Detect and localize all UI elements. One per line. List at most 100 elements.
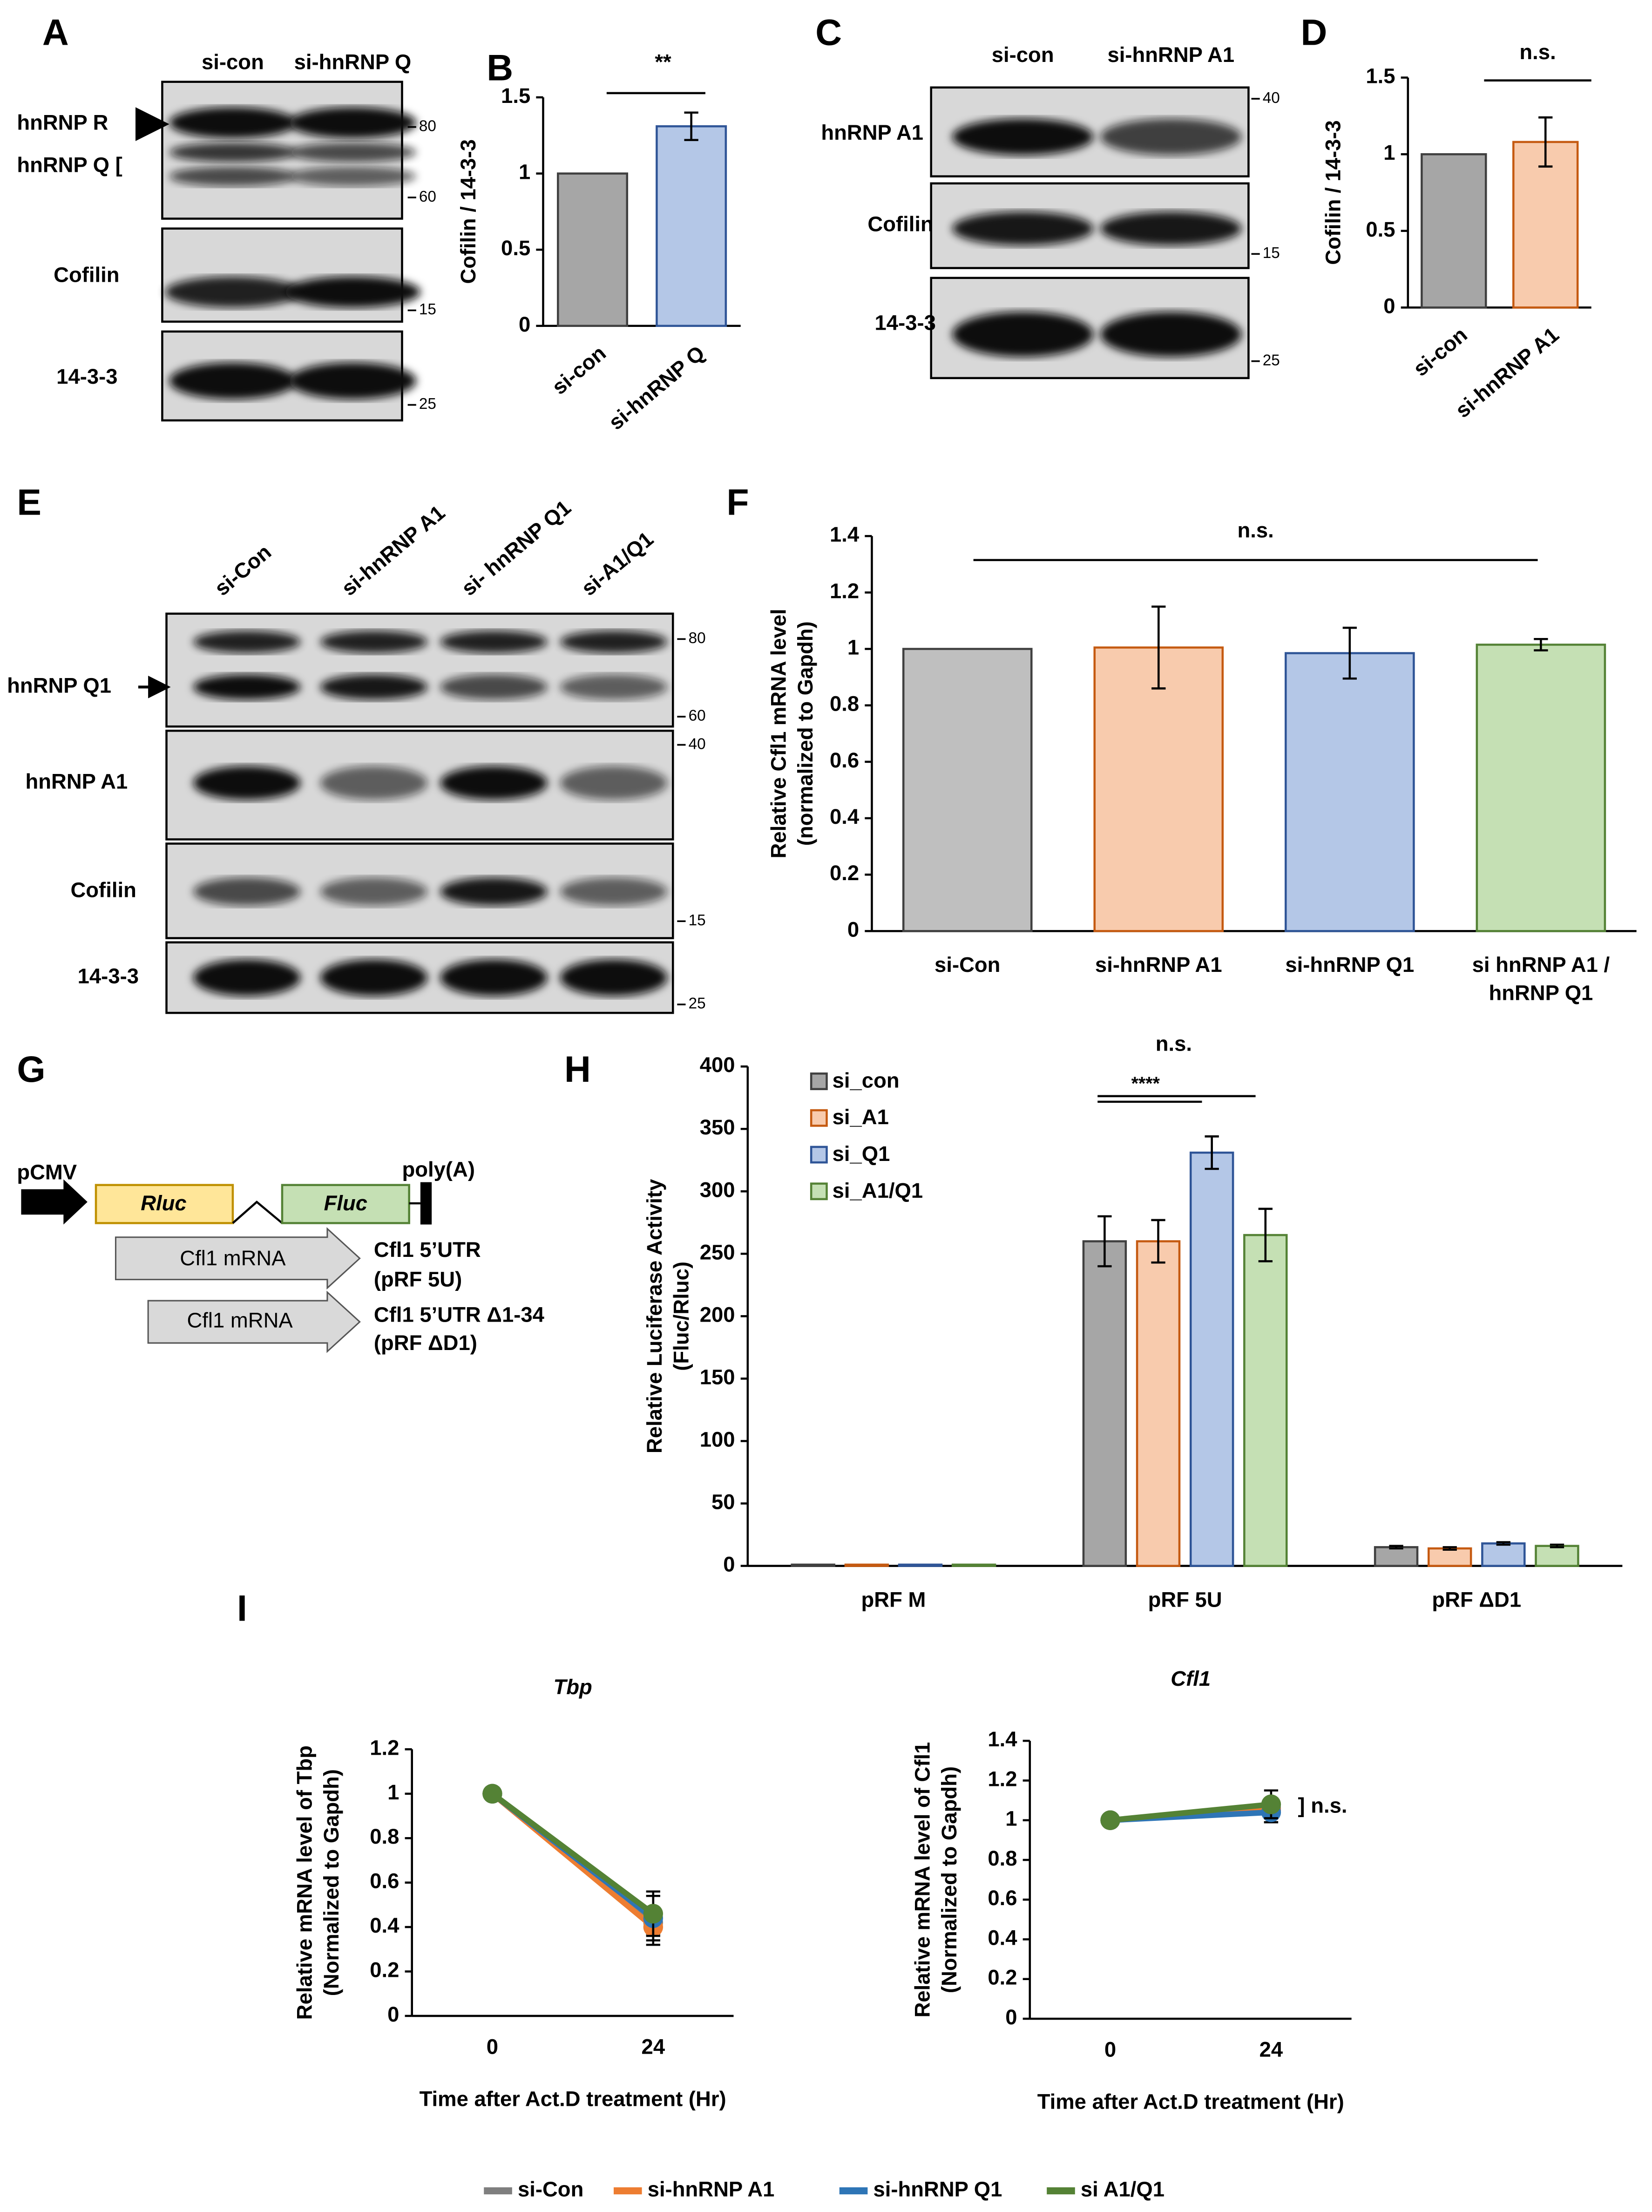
rluc: Rluc (141, 1191, 186, 1215)
y-tick-label: 1.2 (988, 1767, 1017, 1791)
bar (656, 125, 727, 327)
y-axis-label: Relative Luciferase Activity (643, 1179, 666, 1453)
legend-swatch (810, 1072, 828, 1090)
x-tick-label: pRF 5U (1148, 1588, 1222, 1611)
annotation: **** (1131, 1073, 1160, 1094)
error-bar (1534, 638, 1548, 651)
blot-band (169, 142, 297, 163)
blot-band (193, 766, 301, 800)
legend-label: si_A1/Q1 (833, 1179, 923, 1202)
legend-label: si-Con (518, 2178, 583, 2201)
y-tick-label: 0 (1383, 294, 1395, 318)
x-tick-label: si hnRNP A1 /hnRNP Q1 (1472, 953, 1610, 1005)
annotation: ] n.s. (1298, 1794, 1347, 1818)
x-tick-label: pRF ΔD1 (1432, 1588, 1521, 1611)
y-axis-label: Relative mRNA level of Cfl1 (911, 1742, 934, 2018)
error-bar (1550, 1543, 1564, 1548)
y-tick-label: 1 (387, 1780, 399, 1804)
marker-label: 15 (1263, 244, 1280, 262)
y-tick-label: 1 (1383, 141, 1395, 164)
y-tick-label: 0.2 (988, 1966, 1017, 1989)
blot-band (560, 959, 668, 996)
blot-band (440, 766, 548, 800)
mrna-arrow (115, 1227, 361, 1290)
panel-label: H (564, 1049, 591, 1090)
bar (1476, 644, 1606, 932)
panel-label: I (237, 1588, 247, 1628)
y-tick-label: 250 (700, 1240, 735, 1264)
bar (1136, 1240, 1181, 1567)
blot-band (952, 312, 1094, 357)
blot-band (1100, 211, 1242, 246)
y-tick-label: 1 (847, 635, 859, 659)
construct-label: Cfl1 5’UTR (374, 1238, 481, 1262)
construct-label: (pRF ΔD1) (374, 1331, 477, 1355)
blot-band (320, 631, 428, 653)
legend-swatch (810, 1182, 828, 1201)
blot-band (169, 107, 297, 138)
y-axis-label: (Normalized to Gapdh) (937, 1766, 961, 1993)
promoter: pCMV (17, 1160, 77, 1184)
x-tick-label: 0 (1104, 2038, 1116, 2062)
y-tick-label: 1.2 (830, 579, 859, 603)
y-axis-label: (Normalized to Gapdh) (319, 1769, 343, 1996)
y-tick-label: 0.4 (370, 1913, 399, 1937)
y-tick-label: 1.4 (830, 522, 860, 546)
marker-label: 60 (419, 188, 436, 205)
row-label: 14-3-3 (78, 964, 139, 988)
row-label: hnRNP Q1 (7, 673, 111, 697)
x-tick-label: si-con (1408, 323, 1471, 381)
bar (1535, 1545, 1579, 1567)
y-tick-label: 0 (519, 312, 530, 336)
error-bar (1389, 1545, 1403, 1550)
error-bar (1538, 116, 1553, 168)
error-bar (1496, 1541, 1511, 1546)
legend-label: si_con (833, 1069, 900, 1092)
y-tick-label: 0.2 (370, 1958, 399, 1982)
y-tick-label: 1.5 (501, 84, 530, 108)
panel-label: D (1301, 12, 1327, 53)
rluc-box (95, 1184, 234, 1224)
bar (1189, 1151, 1234, 1567)
row-label: 14-3-3 (875, 311, 936, 335)
point (1100, 1810, 1120, 1830)
y-tick-label: 0.6 (370, 1869, 399, 1893)
annotation: n.s. (1156, 1032, 1192, 1056)
point (482, 1784, 502, 1804)
row-label: 14-3-3 (56, 365, 117, 388)
lane-label: si- hnRNP Q1 (457, 495, 575, 600)
error-bar (1151, 1219, 1165, 1264)
blot-band (193, 674, 301, 700)
blot-band (285, 276, 420, 308)
fluc: Fluc (324, 1191, 367, 1215)
bar (1093, 646, 1224, 932)
line (1110, 1801, 1272, 1823)
panel-label: B (487, 47, 513, 88)
blot-band (320, 877, 428, 906)
y-tick-label: 0.5 (501, 236, 530, 260)
marker-label: 60 (689, 707, 706, 725)
y-tick-label: 1 (1005, 1807, 1017, 1831)
y-tick-label: 0.6 (988, 1886, 1017, 1910)
y-axis-label: (normalized to Gapdh) (793, 621, 817, 846)
panel-label: A (42, 12, 69, 53)
blot-band (289, 142, 416, 163)
bar (557, 172, 629, 327)
blot-band (193, 631, 301, 653)
x-tick-label: si-hnRNP Q1 (1285, 953, 1414, 977)
mrna-label: Cfl1 mRNA (180, 1246, 286, 1270)
panel-label: G (17, 1049, 45, 1090)
error-bar (1151, 605, 1166, 690)
construct-label: Cfl1 5’UTR Δ1-34 (374, 1303, 545, 1326)
marker-label: 25 (419, 395, 436, 413)
error-bar (1342, 626, 1357, 680)
marker-label: 15 (419, 301, 436, 318)
panel-label: C (815, 12, 842, 53)
blot-band (440, 877, 548, 906)
y-tick-label: 0.8 (830, 692, 859, 716)
y-tick-label: 0.4 (988, 1926, 1017, 1949)
x-tick-label: 24 (1259, 2038, 1283, 2062)
blot-band (952, 211, 1094, 246)
